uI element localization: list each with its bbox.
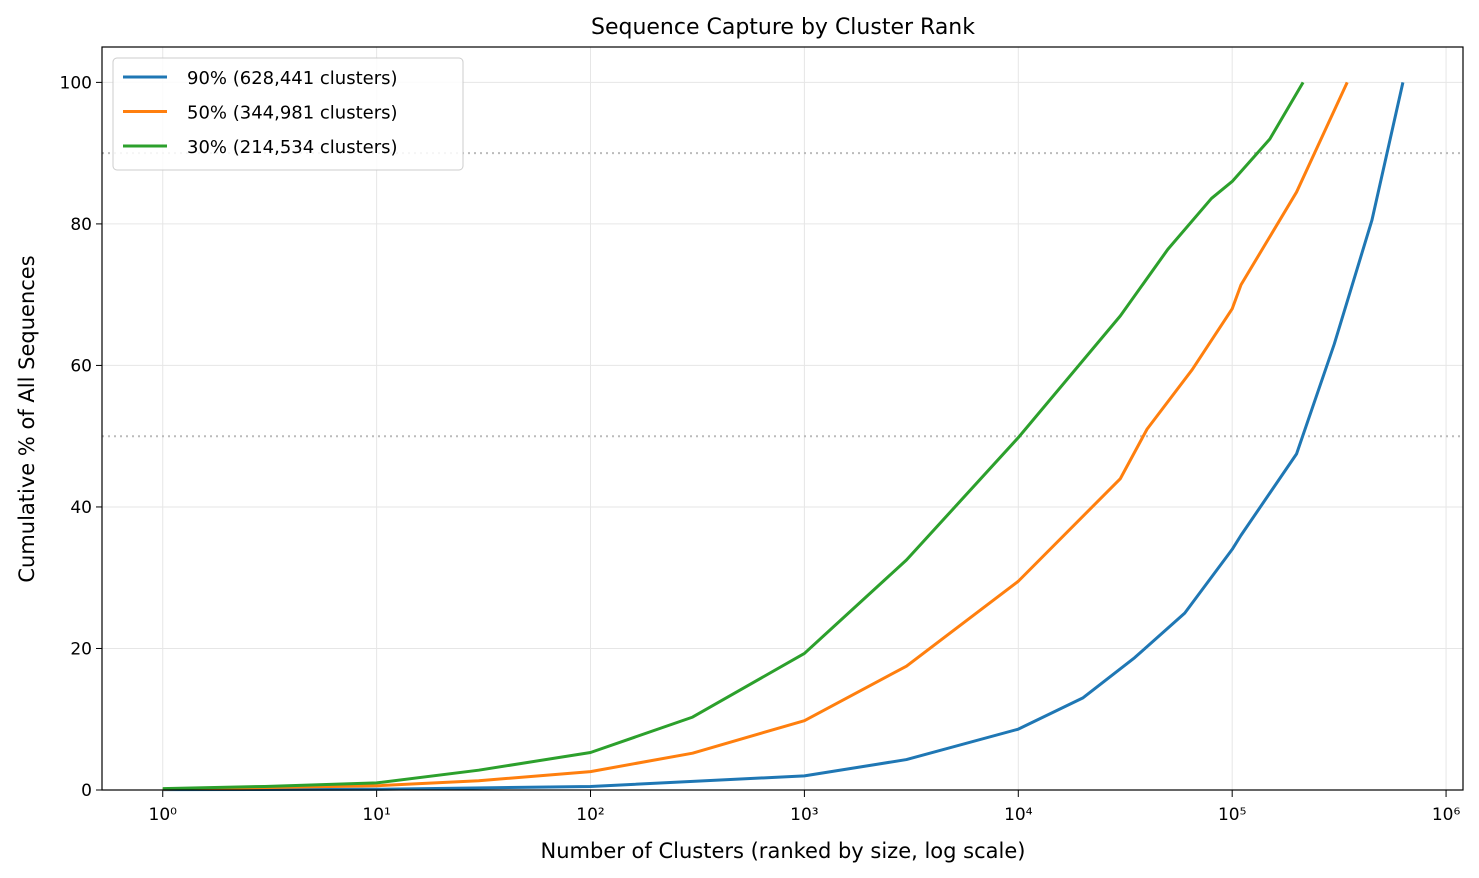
x-tick-label: 10⁰ [149, 805, 178, 825]
x-axis-label: Number of Clusters (ranked by size, log … [541, 839, 1026, 863]
legend-label: 90% (628,441 clusters) [187, 68, 398, 89]
y-tick-label: 40 [70, 498, 92, 518]
y-tick-label: 20 [70, 639, 92, 659]
y-tick-label: 60 [70, 356, 92, 376]
series-line [162, 81, 1305, 791]
x-tick-label: 10² [576, 805, 604, 825]
y-axis-label: Cumulative % of All Sequences [15, 255, 39, 582]
y-tick-label: 80 [70, 215, 92, 235]
legend-label: 30% (214,534 clusters) [187, 137, 398, 158]
y-tick-label: 100 [60, 73, 92, 93]
chart-title: Sequence Capture by Cluster Rank [591, 15, 975, 40]
x-tick-label: 10¹ [362, 805, 390, 825]
y-tick-label: 0 [81, 781, 92, 801]
series-line [162, 81, 1349, 791]
x-tick-label: 10⁵ [1218, 805, 1246, 825]
legend-label: 50% (344,981 clusters) [187, 103, 398, 124]
x-tick-label: 10⁴ [1004, 805, 1033, 825]
x-tick-label: 10⁶ [1432, 805, 1461, 825]
series-line [162, 82, 1405, 792]
legend-box [112, 57, 464, 171]
plot-frame [101, 46, 1464, 791]
x-tick-label: 10³ [790, 805, 818, 825]
